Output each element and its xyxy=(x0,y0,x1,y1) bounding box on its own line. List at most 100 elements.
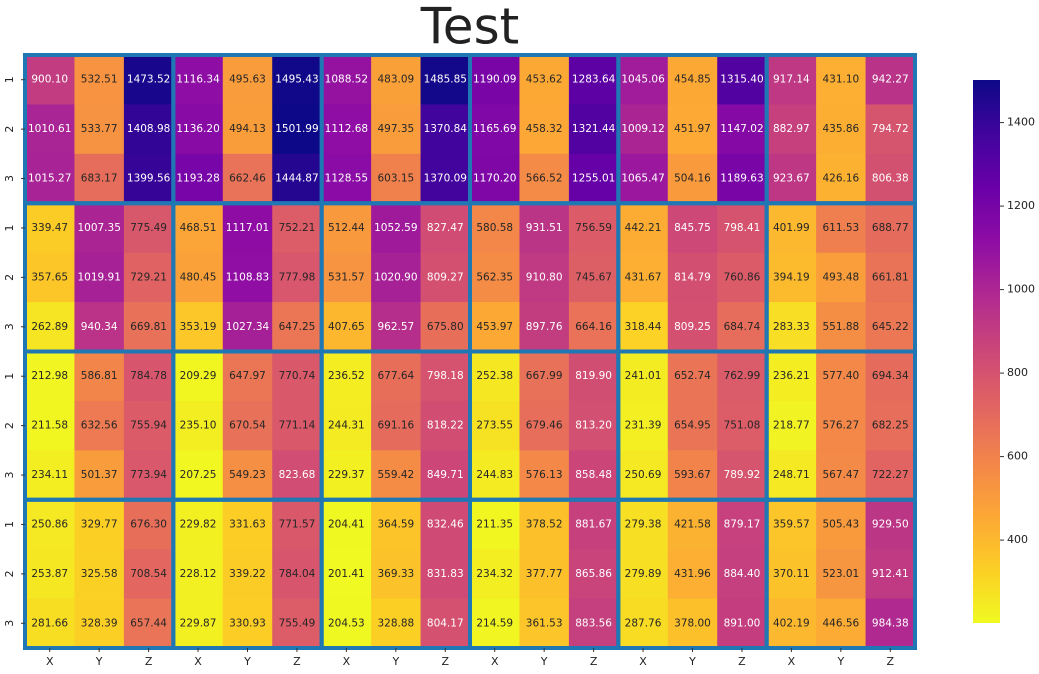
colorbar xyxy=(973,80,1000,623)
heatmap-cell xyxy=(371,598,422,649)
heatmap-cell xyxy=(321,400,372,451)
heatmap-cell xyxy=(272,203,323,254)
heatmap-cell xyxy=(766,400,817,451)
heatmap-cell xyxy=(766,351,817,402)
heatmap-cell xyxy=(272,55,323,105)
cell-label: 211.58 xyxy=(31,420,68,432)
x-tick-label: X xyxy=(788,655,796,668)
cell-label: 330.93 xyxy=(229,617,266,629)
y-tick-label: 2 xyxy=(3,126,16,133)
heatmap-cell xyxy=(568,302,619,352)
heatmap-cell xyxy=(519,203,570,254)
heatmap-cell xyxy=(222,153,273,204)
cell-label: 1190.09 xyxy=(473,74,516,86)
y-tick-label: 2 xyxy=(3,570,16,577)
heatmap-cell xyxy=(25,598,75,649)
heatmap-cell xyxy=(816,549,867,600)
heatmap-cell xyxy=(568,104,619,155)
heatmap-cell xyxy=(371,302,422,352)
heatmap-cell xyxy=(25,104,75,155)
cell-label: 483.09 xyxy=(377,74,414,86)
cell-label: 794.72 xyxy=(872,123,909,135)
heatmap-cell xyxy=(618,450,669,501)
heatmap-cell xyxy=(618,351,669,402)
x-tick-label: X xyxy=(343,655,351,668)
cell-label: 318.44 xyxy=(625,321,662,333)
cell-label: 745.67 xyxy=(575,271,612,283)
heatmap-cell xyxy=(25,203,75,254)
heatmap-cell xyxy=(173,400,224,451)
cell-label: 760.86 xyxy=(724,271,761,283)
cell-label: 879.17 xyxy=(724,518,761,530)
cell-label: 493.48 xyxy=(822,271,859,283)
cell-label: 1444.87 xyxy=(275,173,318,185)
heatmap-cell xyxy=(865,252,916,303)
cell-label: 1147.02 xyxy=(720,123,763,135)
heatmap-cell xyxy=(222,252,273,303)
cell-label: 809.27 xyxy=(427,271,464,283)
heatmap-cell xyxy=(74,104,125,155)
x-tick-label: Y xyxy=(243,655,251,668)
cell-label: 253.87 xyxy=(31,568,68,580)
cell-label: 929.50 xyxy=(872,518,909,530)
heatmap-cell xyxy=(272,549,323,600)
cell-label: 250.86 xyxy=(31,518,68,530)
heatmap-cell xyxy=(123,104,174,155)
cell-label: 586.81 xyxy=(81,370,118,382)
cell-label: 361.53 xyxy=(526,617,563,629)
cell-label: 328.88 xyxy=(377,617,414,629)
cell-label: 378.00 xyxy=(674,617,711,629)
heatmap-cell xyxy=(173,302,224,352)
cell-label: 359.57 xyxy=(773,518,810,530)
heatmap-cell xyxy=(25,153,75,204)
heatmap-cell xyxy=(667,549,718,600)
heatmap-cell xyxy=(173,351,224,402)
heatmap-cell xyxy=(618,104,669,155)
heatmap-cell xyxy=(371,499,422,550)
cell-label: 218.77 xyxy=(773,420,810,432)
cell-label: 1255.01 xyxy=(572,173,615,185)
heatmap-cell xyxy=(766,302,817,352)
cell-label: 523.01 xyxy=(822,568,859,580)
heatmap-cell xyxy=(618,252,669,303)
cell-label: 1020.90 xyxy=(374,271,417,283)
heatmap-cell xyxy=(420,450,471,501)
cell-label: 813.20 xyxy=(575,420,612,432)
cell-label: 1370.84 xyxy=(424,123,468,135)
heatmap-cell xyxy=(470,499,520,550)
cell-label: 426.16 xyxy=(822,173,859,185)
cell-label: 252.38 xyxy=(476,370,513,382)
heatmap-cell xyxy=(816,450,867,501)
heatmap-cell xyxy=(173,499,224,550)
cell-label: 883.56 xyxy=(575,617,612,629)
x-tick-label: Z xyxy=(887,655,895,668)
cell-label: 231.39 xyxy=(625,420,662,432)
heatmap-cell xyxy=(667,153,718,204)
heatmap-cell xyxy=(568,203,619,254)
cell-label: 645.22 xyxy=(872,321,909,333)
cell-label: 1315.40 xyxy=(720,74,763,86)
cell-label: 798.18 xyxy=(427,370,464,382)
heatmap-cell xyxy=(74,153,125,204)
cell-label: 1170.20 xyxy=(473,173,516,185)
heatmap-cell xyxy=(667,55,718,105)
cell-label: 1370.09 xyxy=(424,173,467,185)
cell-label: 884.40 xyxy=(724,568,761,580)
heatmap-cell xyxy=(272,598,323,649)
heatmap-cell xyxy=(865,203,916,254)
heatmap-cell xyxy=(766,203,817,254)
cell-label: 1495.43 xyxy=(275,74,318,86)
heatmap-cell xyxy=(123,549,174,600)
heatmap-cell xyxy=(865,351,916,402)
heatmap-cell xyxy=(173,153,224,204)
cell-label: 273.55 xyxy=(476,420,513,432)
cell-label: 234.11 xyxy=(31,469,68,481)
heatmap-cell xyxy=(321,55,372,105)
cell-label: 771.14 xyxy=(279,420,316,432)
heatmap-cell xyxy=(123,450,174,501)
heatmap-cell xyxy=(222,203,273,254)
cell-label: 984.38 xyxy=(872,617,909,629)
x-tick-label: Y xyxy=(391,655,399,668)
cell-label: 378.52 xyxy=(526,518,563,530)
cell-label: 325.58 xyxy=(81,568,118,580)
